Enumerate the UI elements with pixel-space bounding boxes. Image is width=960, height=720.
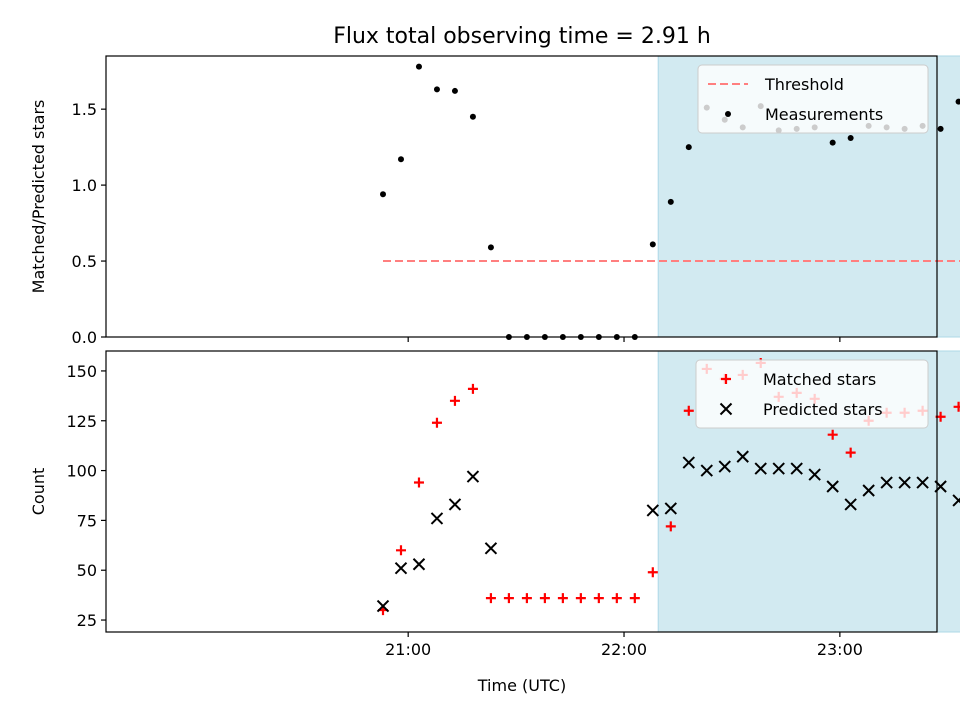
matched-stars-point <box>665 521 676 532</box>
legend-predicted-swatch <box>719 402 733 416</box>
matched-stars-point <box>611 593 622 604</box>
predicted-stars-point <box>754 462 767 475</box>
measurement-point <box>685 144 692 151</box>
top-panel-ratio: 0.0 0.5 1.0 1.5 Matched/Predicted stars Thres… <box>29 55 960 347</box>
measurement-point <box>829 139 836 146</box>
matched-stars-point <box>575 593 586 604</box>
predicted-stars-point <box>484 542 498 555</box>
predicted-stars-point <box>682 456 695 469</box>
predicted-stars-point <box>862 484 875 497</box>
y-tick-label: 150 <box>66 362 97 381</box>
matched-stars-point <box>503 593 514 604</box>
legend-box <box>697 64 929 134</box>
matched-stars-point <box>485 593 496 604</box>
chart-title: Flux total observing time = 2.91 h <box>333 24 711 49</box>
matched-stars-point <box>449 395 460 406</box>
y-axis-label: Matched/Predicted stars <box>29 100 48 294</box>
y-axis-label: Count <box>29 468 48 516</box>
bottom-panel-counts: 21:0022:0023:0000:0001:0002:002550751001… <box>29 350 960 659</box>
matched-stars-point <box>953 401 960 412</box>
legend-box <box>695 359 929 429</box>
x-tick-label: 22:00 <box>601 640 647 659</box>
y-tick-label: 125 <box>66 412 97 431</box>
matched-stars-point <box>683 405 694 416</box>
matched-stars-point <box>431 417 442 428</box>
y-tick-label: 25 <box>77 611 97 630</box>
legend-measurement-swatch <box>725 111 731 117</box>
predicted-stars-point <box>952 494 960 507</box>
predicted-stars-point <box>916 476 929 489</box>
measurement-point <box>433 86 440 93</box>
measurement-point <box>955 98 960 105</box>
legend-label: Predicted stars <box>763 400 883 419</box>
matched-stars-point <box>845 447 856 458</box>
plot-frame <box>105 350 938 633</box>
predicted-stars-point <box>700 464 713 477</box>
measurement-point <box>397 156 404 163</box>
legend-matched-swatch <box>721 374 731 384</box>
predicted-stars-point <box>772 462 785 475</box>
predicted-stars-point <box>412 558 426 571</box>
measurement-point <box>487 244 494 251</box>
x-tick-label: 23:00 <box>817 640 863 659</box>
x-axis-label: Time (UTC) <box>477 676 566 695</box>
matched-stars-point <box>557 593 568 604</box>
legend-label: Measurements <box>765 105 883 124</box>
matched-stars-point <box>647 567 658 578</box>
measurement-point <box>469 113 476 120</box>
measurement-point <box>415 63 422 70</box>
measurement-point <box>667 198 674 205</box>
measurement-point <box>649 241 656 248</box>
y-tick-label: 100 <box>66 462 97 481</box>
predicted-stars-point <box>826 480 839 493</box>
predicted-stars-point <box>790 462 803 475</box>
predicted-stars-point <box>448 498 462 511</box>
legend-label: Threshold <box>764 75 844 94</box>
predicted-stars-point <box>808 468 821 481</box>
predicted-stars-point <box>466 470 480 483</box>
predicted-stars-point <box>394 562 408 575</box>
matched-stars-point <box>593 593 604 604</box>
predicted-stars-point <box>430 512 444 525</box>
measurement-point <box>451 87 458 94</box>
predicted-stars-point <box>880 476 893 489</box>
y-tick-label: 50 <box>77 561 97 580</box>
predicted-stars-point <box>898 476 911 489</box>
matched-stars-point <box>413 477 424 488</box>
matched-stars-point <box>539 593 550 604</box>
matched-stars-point <box>467 383 478 394</box>
predicted-stars-point <box>844 498 857 511</box>
measurement-point <box>937 125 944 132</box>
y-tick-label: 1.5 <box>72 100 97 119</box>
y-tick-label: 0.5 <box>72 252 97 271</box>
legend-label: Matched stars <box>763 370 876 389</box>
plot-frame <box>105 55 938 338</box>
y-tick-label: 1.0 <box>72 176 97 195</box>
y-tick-label: 0.0 <box>72 328 97 347</box>
predicted-stars-point <box>736 450 749 463</box>
matched-stars-point <box>827 429 838 440</box>
predicted-stars-point <box>718 460 731 473</box>
y-tick-label: 75 <box>77 511 97 530</box>
matched-stars-point <box>521 593 532 604</box>
predicted-stars-point <box>376 599 390 613</box>
measurement-point <box>380 191 386 198</box>
predicted-stars-point <box>646 504 660 517</box>
matched-stars-point <box>629 593 640 604</box>
predicted-stars-point <box>664 502 677 515</box>
measurement-point <box>847 135 854 142</box>
x-tick-label: 21:00 <box>385 640 431 659</box>
matched-stars-point <box>395 545 406 556</box>
